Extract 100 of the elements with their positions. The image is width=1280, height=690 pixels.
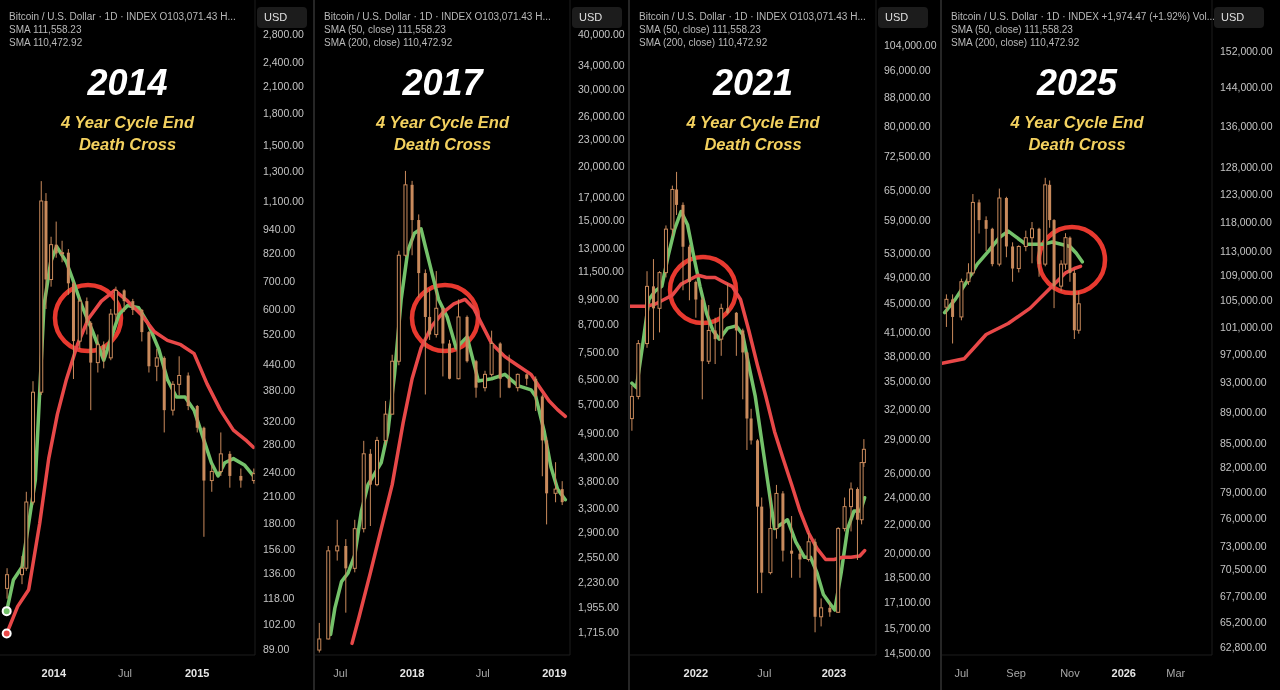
annotation: SMA (200, close) 110,472.92	[639, 36, 769, 49]
y-tick-label: 520.00	[263, 328, 296, 341]
y-tick-label: 41,000.00	[884, 326, 931, 339]
annotation: SMA (50, close) 111,558.23	[951, 23, 1074, 36]
y-tick-label: 17,100.00	[884, 595, 931, 608]
y-tick-label: 17,000.00	[578, 190, 625, 203]
y-tick-label: 113,000.00	[1220, 244, 1272, 257]
text: 4 Year Cycle End Death Cross	[60, 112, 196, 155]
y-tick-label: 109,000.00	[1220, 269, 1273, 282]
y-tick-label: 144,000.00	[1220, 81, 1273, 94]
annotation: SMA (50, close) 111,558.23	[639, 23, 762, 36]
y-tick-label: 320.00	[263, 414, 296, 427]
x-tick-label: Jul	[954, 667, 969, 679]
text: 2017	[401, 62, 485, 104]
y-tick-label: 59,000.00	[884, 213, 931, 226]
y-tick-label: 1,955.00	[578, 600, 620, 613]
text: 2014	[86, 62, 169, 104]
y-tick-label: 35,000.00	[884, 374, 931, 387]
y-tick-label: 80,000.00	[884, 120, 931, 133]
y-tick-label: 76,000.00	[1220, 512, 1267, 525]
y-tick-label: 1,300.00	[263, 164, 305, 177]
text: USD	[572, 7, 622, 28]
annotation: Bitcoin / U.S. Dollar · 1D · INDEX +1,974.47 (+1.92%) Vol...	[951, 10, 1216, 23]
x-tick-label: Mar	[1166, 667, 1186, 679]
y-tick-label: 1,500.00	[263, 139, 305, 152]
y-tick-label: 97,000.00	[1220, 347, 1267, 360]
y-tick-label: 3,800.00	[578, 474, 620, 487]
x-tick-label: 2023	[821, 667, 847, 679]
y-tick-label: 24,000.00	[884, 491, 931, 504]
x-tick-label: Jul	[117, 667, 132, 679]
y-tick-label: 700.00	[263, 275, 296, 288]
y-tick-label: 1,800.00	[263, 107, 305, 120]
y-tick-label: 136.00	[263, 567, 296, 580]
y-tick-label: 34,000.00	[578, 59, 625, 72]
y-tick-label: 45,000.00	[884, 297, 931, 310]
y-tick-label: 2,800.00	[263, 28, 305, 41]
text: 2025	[1035, 62, 1119, 104]
y-tick-label: 2,550.00	[578, 550, 620, 563]
y-tick-label: 38,000.00	[884, 349, 931, 362]
y-tick-label: 88,000.00	[884, 90, 931, 103]
y-tick-label: 82,000.00	[1220, 461, 1267, 474]
text: USD	[878, 7, 928, 28]
annotation: SMA 111,558.23	[9, 23, 83, 36]
y-tick-label: 70,500.00	[1220, 563, 1267, 576]
y-tick-label: 128,000.00	[1220, 160, 1273, 173]
y-tick-label: 1,715.00	[578, 625, 620, 638]
y-tick-label: 210.00	[263, 489, 296, 502]
y-tick-label: 89.00	[263, 642, 290, 655]
y-tick-label: 20,000.00	[578, 159, 625, 172]
y-tick-label: 85,000.00	[1220, 437, 1267, 450]
annotation: SMA 110,472.92	[9, 36, 84, 49]
annotation: Bitcoin / U.S. Dollar · 1D · INDEX O103,071.43 H...	[324, 10, 551, 23]
text: 4 Year Cycle End Death Cross	[685, 112, 821, 155]
y-tick-label: 1,100.00	[263, 194, 305, 207]
x-tick-label: 2026	[1111, 667, 1137, 679]
y-tick-label: 13,000.00	[578, 241, 625, 254]
annotation: SMA (200, close) 110,472.92	[324, 36, 454, 49]
y-tick-label: 79,000.00	[1220, 486, 1267, 499]
y-tick-label: 156.00	[263, 542, 296, 555]
y-tick-label: 101,000.00	[1220, 320, 1273, 333]
text: USD	[1214, 7, 1264, 28]
x-tick-label: Jul	[475, 667, 490, 679]
y-tick-label: 53,000.00	[884, 246, 931, 259]
y-tick-label: 14,500.00	[884, 646, 931, 659]
y-tick-label: 11,500.00	[578, 264, 625, 277]
y-tick-label: 820.00	[263, 247, 296, 260]
y-tick-label: 940.00	[263, 222, 296, 235]
y-tick-label: 118,000.00	[1220, 215, 1272, 228]
y-tick-label: 65,200.00	[1220, 615, 1267, 628]
annotation: Bitcoin / U.S. Dollar · 1D · INDEX O103,071.43 H...	[9, 10, 236, 23]
y-tick-label: 136,000.00	[1220, 120, 1273, 132]
y-tick-label: 105,000.00	[1220, 294, 1273, 307]
y-tick-label: 7,500.00	[578, 345, 620, 358]
y-tick-label: 26,000.00	[884, 466, 931, 479]
y-tick-label: 6,500.00	[578, 373, 620, 386]
x-tick-label: Sep	[1006, 667, 1026, 679]
text: 2021	[711, 62, 795, 104]
y-tick-label: 3,300.00	[578, 501, 620, 514]
y-tick-label: 440.00	[263, 357, 296, 370]
y-tick-label: 62,800.00	[1220, 641, 1267, 654]
y-tick-label: 22,000.00	[884, 518, 931, 531]
x-tick-label: 2014	[41, 667, 67, 679]
y-tick-label: 240.00	[263, 465, 296, 478]
y-tick-label: 15,700.00	[884, 622, 931, 635]
y-tick-label: 15,000.00	[578, 214, 625, 227]
y-tick-label: 29,000.00	[884, 432, 931, 445]
y-tick-label: 2,230.00	[578, 576, 620, 589]
y-tick-label: 600.00	[263, 302, 296, 315]
y-tick-label: 118.00	[263, 592, 295, 605]
y-tick-label: 180.00	[263, 517, 296, 530]
y-tick-label: 8,700.00	[578, 317, 620, 330]
text: 4 Year Cycle End Death Cross	[1009, 112, 1145, 155]
y-tick-label: 93,000.00	[1220, 376, 1267, 389]
y-tick-label: 9,900.00	[578, 293, 620, 306]
annotation: Bitcoin / U.S. Dollar · 1D · INDEX O103,071.43 H...	[639, 10, 866, 23]
y-tick-label: 102.00	[263, 618, 296, 631]
y-tick-label: 5,700.00	[578, 397, 620, 410]
x-tick-label: 2019	[542, 667, 567, 679]
x-tick-label: Nov	[1060, 667, 1081, 679]
y-tick-label: 96,000.00	[884, 63, 931, 76]
